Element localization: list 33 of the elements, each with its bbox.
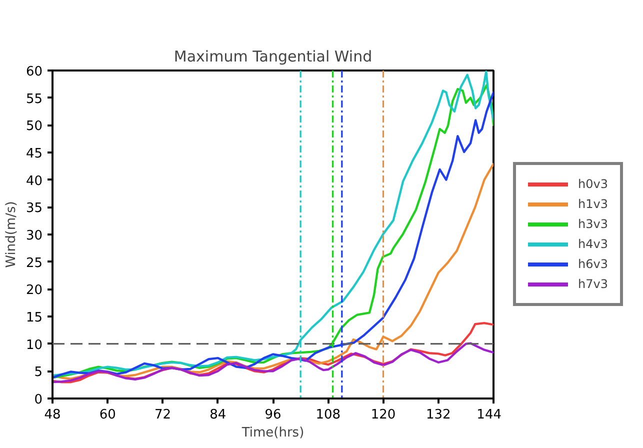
y-tick-label: 55 bbox=[26, 92, 43, 107]
x-tick-label: 108 bbox=[316, 408, 341, 422]
legend-label: h1v3 bbox=[578, 197, 608, 211]
y-tick-label: 60 bbox=[26, 64, 43, 80]
y-tick-label: 5 bbox=[34, 365, 43, 380]
y-tick-label: 25 bbox=[26, 256, 43, 271]
x-axis-title: Time(hrs) bbox=[240, 426, 304, 440]
legend-label: h0v3 bbox=[578, 177, 608, 191]
y-tick-label: 10 bbox=[26, 338, 43, 353]
legend-label: h3v3 bbox=[578, 217, 608, 231]
line-series bbox=[52, 342, 494, 384]
y-tick-label: 30 bbox=[26, 228, 43, 244]
legend-label: h4v3 bbox=[578, 237, 608, 251]
y-tick-label: 45 bbox=[26, 146, 43, 162]
y-tick-label: 15 bbox=[26, 310, 43, 326]
line-series bbox=[52, 322, 494, 384]
x-tick-label: 144 bbox=[476, 408, 502, 422]
y-tick-label: 40 bbox=[26, 174, 43, 189]
y-tick-label: 35 bbox=[26, 201, 43, 216]
x-tick-label: 96 bbox=[264, 408, 282, 422]
x-tick-label: 84 bbox=[210, 408, 226, 422]
x-tick-label: 72 bbox=[154, 408, 172, 422]
y-axis-title: Wind(m/s) bbox=[4, 201, 19, 268]
y-tick-label: 50 bbox=[26, 119, 43, 134]
legend-label: h7v3 bbox=[578, 277, 608, 291]
y-tick-label: 20 bbox=[26, 283, 43, 298]
chart-title: Maximum Tangential Wind bbox=[174, 48, 372, 66]
x-tick-label: 48 bbox=[44, 408, 61, 422]
x-tick-label: 132 bbox=[426, 408, 451, 422]
x-tick-label: 60 bbox=[99, 408, 116, 422]
x-tick-label: 120 bbox=[370, 408, 396, 422]
y-tick-label: 0 bbox=[34, 392, 43, 408]
legend-label: h6v3 bbox=[578, 257, 608, 271]
